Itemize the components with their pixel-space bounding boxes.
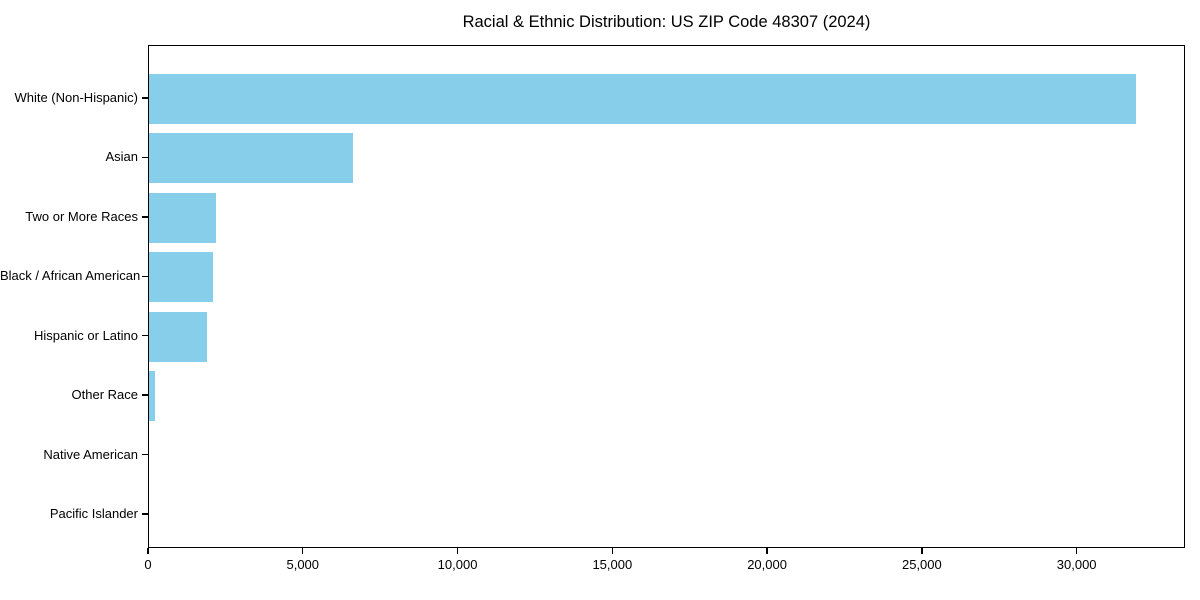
- y-tick-label: White (Non-Hispanic): [14, 90, 138, 105]
- x-tick-label: 5,000: [286, 557, 320, 572]
- plot-area: [148, 45, 1185, 548]
- y-tick-label: Two or More Races: [25, 208, 138, 224]
- x-tick-mark: [921, 548, 923, 554]
- y-tick-mark: [142, 394, 148, 396]
- y-tick-mark: [142, 156, 148, 159]
- x-tick-mark: [456, 548, 459, 554]
- y-tick-mark: [142, 335, 148, 337]
- y-tick-mark: [142, 216, 148, 218]
- y-tick-mark: [142, 453, 148, 456]
- bar: [149, 252, 214, 303]
- bar: [149, 371, 155, 422]
- x-tick-mark: [1075, 548, 1078, 554]
- x-tick-label: 25,000: [901, 557, 942, 572]
- y-tick-label: Hispanic or Latino: [33, 327, 138, 343]
- y-tick-label: Asian: [105, 149, 138, 165]
- x-tick-label: 15,000: [592, 557, 633, 572]
- y-tick-label: Other Race: [71, 387, 138, 403]
- y-tick-mark: [142, 275, 148, 277]
- x-tick-label: 10,000: [437, 557, 478, 572]
- y-tick-label: Black / African American: [0, 268, 141, 284]
- bar: [149, 133, 353, 184]
- bar: [149, 192, 216, 243]
- x-tick-mark: [147, 548, 149, 554]
- y-tick-label: Pacific Islander: [49, 506, 138, 521]
- x-tick-mark: [611, 548, 614, 554]
- x-tick-label: 20,000: [747, 557, 787, 572]
- chart-title: Racial & Ethnic Distribution: US ZIP Cod…: [462, 13, 871, 31]
- x-tick-mark: [766, 548, 768, 554]
- y-tick-label: Native American: [43, 446, 138, 462]
- x-tick-label: 0: [144, 557, 152, 572]
- y-tick-mark: [142, 513, 148, 515]
- bar: [149, 74, 1137, 124]
- x-tick-label: 30,000: [1056, 557, 1097, 572]
- bar: [149, 311, 207, 362]
- y-tick-mark: [142, 97, 148, 99]
- x-tick-mark: [302, 548, 304, 554]
